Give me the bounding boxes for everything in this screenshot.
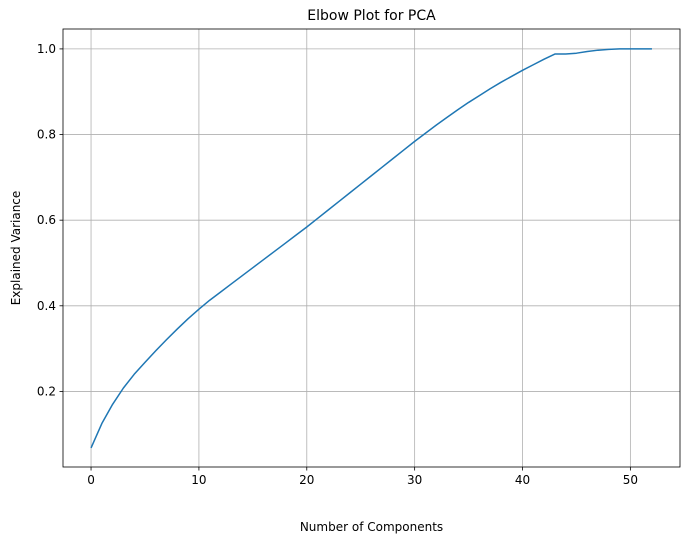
tick-layer: 0 10 20 30 40 50 0.2 0.4 0.6 0.8 1.0: [37, 42, 638, 487]
chart-title: Elbow Plot for PCA: [307, 8, 436, 24]
y-tick-label: 1.0: [37, 42, 56, 56]
plot-area-frame: [62, 28, 681, 468]
y-tick-label: 0.8: [37, 128, 56, 142]
y-tick-label: 0.2: [37, 384, 56, 398]
x-tick-label: 40: [515, 473, 530, 487]
series-line: [90, 48, 652, 449]
grid: [63, 29, 680, 467]
y-tick-label: 0.6: [37, 213, 56, 227]
x-tick-label: 20: [299, 473, 314, 487]
x-tick-label: 10: [191, 473, 206, 487]
y-tick-label: 0.4: [37, 299, 56, 313]
x-tick-label: 50: [623, 473, 638, 487]
series-layer: [90, 48, 652, 449]
x-axis-label: Number of Components: [300, 520, 443, 534]
x-tick-label: 0: [87, 473, 95, 487]
x-tick-label: 30: [407, 473, 422, 487]
y-axis-label: Explained Variance: [9, 191, 23, 306]
